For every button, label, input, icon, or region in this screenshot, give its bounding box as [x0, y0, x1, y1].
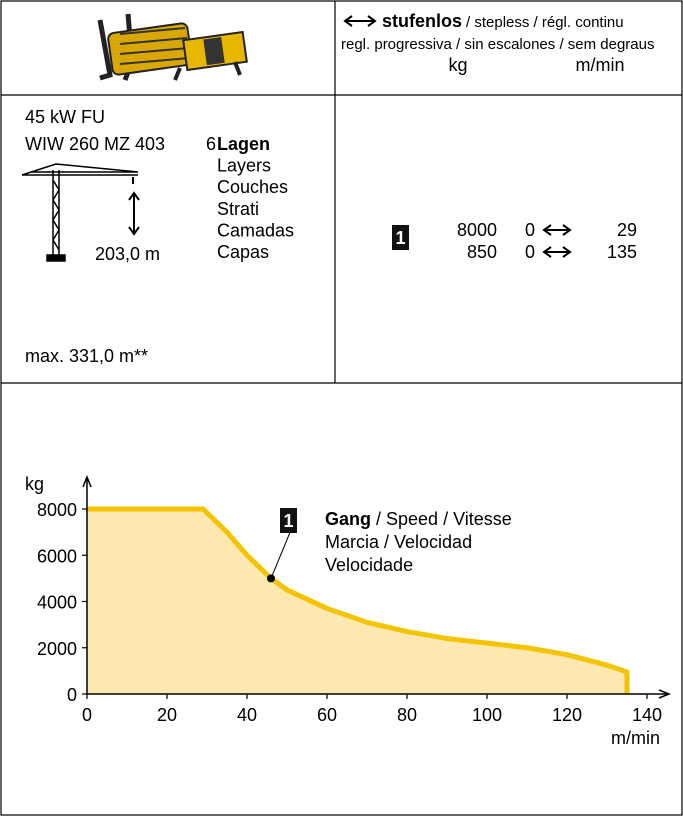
x-axis-label: m/min [611, 728, 660, 748]
x-tick-label: 80 [397, 705, 417, 725]
y-tick-label: 8000 [37, 500, 77, 520]
x-tick-label: 120 [552, 705, 582, 725]
gear-number: 1 [395, 228, 405, 248]
x-tick-label: 20 [157, 705, 177, 725]
line [87, 506, 630, 694]
y-tick-label: 0 [67, 685, 77, 705]
y-tick-label: 6000 [37, 546, 77, 566]
layers-count: 6 [206, 134, 216, 154]
y-axis-label: kg [25, 474, 44, 494]
annotation-text: / Speed / Vitesse [376, 509, 512, 529]
layer-label: Layers [217, 156, 271, 176]
range-arrow [542, 224, 572, 236]
winch-image [97, 13, 248, 81]
stepless-arrow [343, 15, 377, 27]
range-arrow [542, 246, 572, 258]
annotation-line: Gang / Speed / Vitesse [325, 509, 512, 529]
annotation-bold: Gang [325, 509, 371, 529]
chart: 0 2000 4000 6000 8000 0 20 40 60 80 100 120 140 kg m/m… [25, 474, 672, 748]
area [87, 509, 627, 694]
x-tick-label: 100 [472, 705, 502, 725]
y-axis [82, 474, 92, 694]
speed-max: 29 [617, 220, 637, 240]
heading-line2: regl. progressiva / sin escalones / sem … [341, 36, 654, 53]
heading-rest: / stepless / régl. continu [466, 14, 624, 31]
layer-label: Capas [217, 242, 269, 262]
pointer [270, 529, 292, 579]
y-tick-label: 4000 [37, 593, 77, 613]
speed-min: 0 [525, 242, 535, 262]
speed-max: 135 [607, 242, 637, 262]
gear-badge [280, 508, 297, 533]
load: 8000 [457, 220, 497, 240]
max-rope: max. 331,0 m** [25, 346, 148, 366]
heading: stufenlos / stepless / régl. continu [382, 11, 624, 31]
power: 45 kW FU [25, 107, 105, 127]
model: WIW 260 MZ 403 [25, 134, 165, 154]
heading-bold: stufenlos [382, 11, 462, 31]
y-tick-label: 2000 [37, 639, 77, 659]
col-label: kg [448, 55, 467, 75]
x-tick-label: 140 [632, 705, 662, 725]
layer-label: Strati [217, 199, 259, 219]
speed-table: 8000 0 29 850 0 135 [457, 220, 637, 262]
x-axis [87, 689, 672, 699]
annotation-line: Marcia / Velocidad [325, 532, 472, 552]
x-tick-label: 40 [237, 705, 257, 725]
speed-min: 0 [525, 220, 535, 240]
rope-length: 203,0 m [95, 244, 160, 264]
layer-label: Couches [217, 177, 288, 197]
gear-number: 1 [283, 511, 293, 531]
col-label: m/min [576, 55, 625, 75]
load: 850 [467, 242, 497, 262]
gear-badge [392, 225, 409, 250]
point-marker [267, 574, 275, 583]
x-tick-label: 0 [82, 705, 92, 725]
crane-icon [21, 163, 140, 262]
x-tick-label: 60 [317, 705, 337, 725]
annotation-line: Velocidade [325, 555, 413, 575]
layer-label: Camadas [217, 220, 294, 240]
layer-label: Lagen [217, 134, 270, 154]
